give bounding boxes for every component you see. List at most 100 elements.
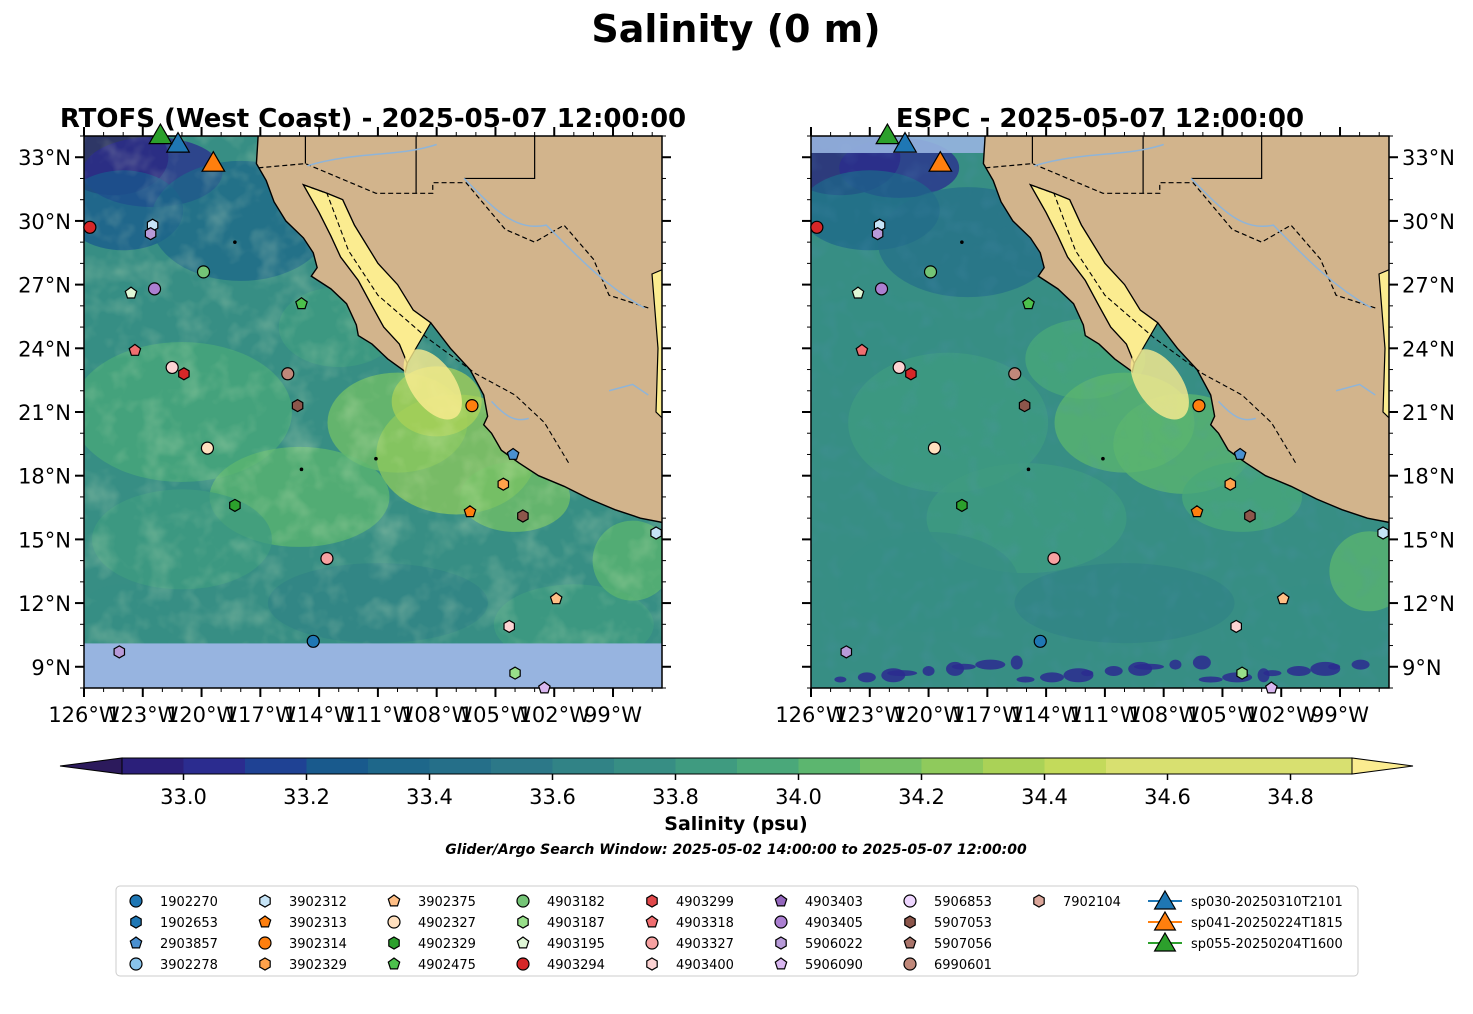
espc-low-salinity-eddy bbox=[1039, 672, 1064, 683]
espc-panel: 126°W123°W120°W117°W114°W111°W108°W105°W… bbox=[775, 122, 1455, 727]
rtofs-xtick-label: 123°W bbox=[107, 703, 179, 727]
colorbar-segment bbox=[1167, 758, 1230, 774]
espc-ytick-label: 18°N bbox=[1402, 465, 1455, 489]
espc-ytick-label: 15°N bbox=[1402, 528, 1455, 552]
colorbar-segment bbox=[614, 758, 676, 774]
legend-marker-4903318 bbox=[645, 915, 659, 928]
float-marker-espc bbox=[871, 227, 884, 241]
espc-xtick-label: 105°W bbox=[1187, 703, 1259, 727]
legend-marker-1902270 bbox=[129, 894, 143, 908]
rtofs-xtick-label: 126°W bbox=[48, 703, 120, 727]
espc-xtick-label: 123°W bbox=[834, 703, 906, 727]
espc-low-salinity-eddy bbox=[1263, 670, 1282, 677]
colorbar-tick-label: 33.4 bbox=[406, 785, 453, 809]
legend-marker-4903400 bbox=[646, 957, 658, 971]
legend-marker-5906022 bbox=[775, 936, 787, 950]
rtofs-river bbox=[463, 177, 645, 309]
espc-ytick-label: 12°N bbox=[1402, 592, 1455, 616]
float-3902313-rtofs bbox=[463, 505, 477, 518]
colorbar-label: Salinity (psu) bbox=[664, 813, 807, 835]
float-4902329-rtofs bbox=[229, 498, 241, 513]
float-4903195-espc bbox=[851, 286, 865, 299]
rtofs-island bbox=[233, 240, 237, 244]
search-window-caption: Glider/Argo Search Window: 2025-05-02 14… bbox=[445, 842, 1027, 858]
espc-xtick-label: 99°W bbox=[1311, 703, 1369, 727]
legend-label-5907053: 5907053 bbox=[934, 916, 992, 931]
rtofs-panel-title: RTOFS (West Coast) - 2025-05-07 12:00:00 bbox=[60, 104, 686, 134]
legend-label-3902375: 3902375 bbox=[418, 895, 476, 910]
rtofs-ytick-label: 21°N bbox=[18, 401, 71, 425]
espc-low-salinity-eddy bbox=[1010, 655, 1023, 670]
legend-marker-3902329 bbox=[259, 957, 271, 971]
espc-island bbox=[960, 240, 964, 244]
float-3902314-rtofs bbox=[465, 399, 479, 413]
colorbar-segment bbox=[429, 758, 492, 774]
espc-low-salinity-eddy bbox=[922, 666, 935, 677]
rtofs-xtick-label: 114°W bbox=[283, 703, 355, 727]
rtofs-xtick-label: 111°W bbox=[342, 703, 414, 727]
rtofs-ytick-label: 9°N bbox=[31, 656, 71, 680]
colorbar-segment bbox=[921, 758, 984, 774]
legend-label-2903857: 2903857 bbox=[160, 937, 218, 952]
rtofs-panel: 126°W123°W120°W117°W114°W111°W108°W105°W… bbox=[18, 122, 671, 727]
legend-label-4902475: 4902475 bbox=[418, 958, 476, 973]
legend-label-5907056: 5907056 bbox=[934, 937, 992, 952]
rtofs-xtick-label: 105°W bbox=[460, 703, 532, 727]
colorbar-extend-low bbox=[59, 757, 123, 775]
espc-low-salinity-eddy bbox=[1351, 659, 1370, 670]
espc-island bbox=[1101, 456, 1105, 461]
legend-label-3902314: 3902314 bbox=[289, 937, 347, 952]
rtofs-river bbox=[490, 400, 529, 421]
colorbar-segment bbox=[675, 758, 738, 774]
rtofs-xtick-label: 102°W bbox=[519, 703, 591, 727]
rtofs-ytick-label: 33°N bbox=[18, 146, 71, 170]
colorbar-tick-label: 33.8 bbox=[652, 785, 699, 809]
legend-label-4903187: 4903187 bbox=[547, 916, 605, 931]
legend-label-4902327: 4902327 bbox=[418, 916, 476, 931]
rtofs-river bbox=[307, 143, 437, 167]
legend-label-4903195: 4903195 bbox=[547, 937, 605, 952]
float-4903400-rtofs bbox=[503, 619, 516, 634]
legend-marker-7902104 bbox=[1033, 894, 1045, 908]
legend-label-4903405: 4903405 bbox=[805, 916, 863, 931]
espc-panel-title: ESPC - 2025-05-07 12:00:00 bbox=[896, 104, 1304, 134]
legend-label-1902653: 1902653 bbox=[160, 916, 218, 931]
float-4902327-espc bbox=[927, 441, 942, 455]
espc-island bbox=[1026, 467, 1031, 472]
float-5907053-rtofs bbox=[517, 509, 529, 523]
legend-label-4903403: 4903403 bbox=[805, 895, 863, 910]
float-marker-rtofs bbox=[165, 360, 179, 375]
espc-low-salinity-eddy bbox=[951, 663, 976, 670]
rtofs-axes: 126°W123°W120°W117°W114°W111°W108°W105°W… bbox=[18, 127, 671, 727]
float-6990601-espc bbox=[1008, 367, 1022, 381]
legend-marker-3902375 bbox=[387, 894, 401, 907]
legend-marker-4903182 bbox=[516, 894, 530, 908]
colorbar-tick-label: 34.0 bbox=[775, 785, 822, 809]
legend-label-4903400: 4903400 bbox=[676, 958, 734, 973]
espc-low-salinity-eddy bbox=[1133, 663, 1164, 670]
legend-marker-3902312 bbox=[259, 894, 271, 908]
float-4903318-espc bbox=[855, 343, 869, 356]
colorbar-segment bbox=[491, 758, 553, 774]
colorbar-segment bbox=[798, 758, 861, 774]
colorbar-segment bbox=[1044, 758, 1107, 774]
legend-label-1902270: 1902270 bbox=[160, 895, 218, 910]
espc-xtick-label: 126°W bbox=[775, 703, 847, 727]
legend-label-4903294: 4903294 bbox=[547, 958, 605, 973]
espc-low-salinity-eddy bbox=[1169, 659, 1182, 670]
espc-low-salinity-eddy bbox=[1081, 670, 1094, 677]
rtofs-xtick-label: 120°W bbox=[166, 703, 238, 727]
legend-marker-4903403 bbox=[774, 894, 788, 907]
espc-markers bbox=[810, 122, 1389, 694]
legend-marker-sp041-20250224T1815 bbox=[1153, 910, 1177, 931]
float-sp030-20250310T2101-espc bbox=[892, 131, 918, 153]
legend-marker-sp055-20250204T1600 bbox=[1153, 931, 1177, 952]
espc-high-salinity-tongue bbox=[1130, 349, 1189, 420]
float-marker-espc bbox=[905, 367, 917, 381]
espc-low-salinity-eddy bbox=[1192, 655, 1211, 670]
float-sp041-20250224T1815-espc bbox=[928, 150, 953, 172]
espc-ytick-label: 30°N bbox=[1402, 210, 1455, 234]
espc-xtick-label: 108°W bbox=[1128, 703, 1200, 727]
legend-marker-sp030-20250310T2101 bbox=[1153, 889, 1177, 910]
